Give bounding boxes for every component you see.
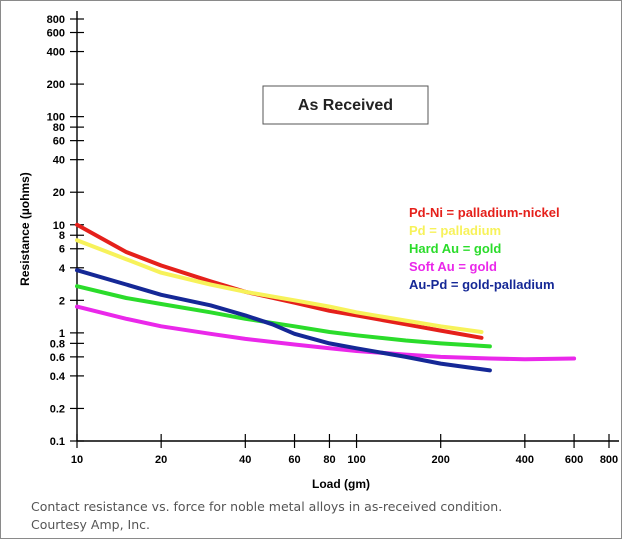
y-tick-label: 80: [53, 122, 65, 134]
y-tick-label: 4: [59, 263, 66, 275]
x-tick-label: 100: [347, 454, 365, 466]
y-axis-title: Resistance (µohms): [18, 172, 32, 286]
x-tick-label: 20: [155, 454, 167, 466]
series-line-1: [75, 222, 484, 340]
y-tick-label: 10: [53, 220, 65, 232]
annotation-box: [262, 85, 429, 125]
y-tick-label: 400: [47, 47, 65, 59]
y-tick-label: 8: [59, 230, 65, 242]
x-tick-label: 800: [600, 454, 618, 466]
y-tick-label: 0.4: [50, 371, 66, 383]
x-tick-label: 10: [71, 454, 83, 466]
y-tick-label: 60: [53, 136, 65, 148]
legend-entry-1: Pd-Ni = palladium-nickel: [409, 205, 560, 220]
annotation-layer: As Received: [262, 85, 429, 125]
y-tick-label: 20: [53, 187, 65, 199]
y-tick-label: 800: [47, 14, 65, 26]
figure-caption: Contact resistance vs. force for noble m…: [31, 498, 611, 534]
series-layer: [75, 222, 577, 373]
x-tick-label: 80: [323, 454, 335, 466]
y-tick-label: 40: [53, 155, 65, 167]
y-tick-label: 0.1: [50, 436, 65, 448]
legend-entry-5: Au-Pd = gold-palladium: [409, 277, 555, 292]
series-line-3: [75, 284, 492, 349]
annotation-label: As Received: [298, 97, 393, 114]
x-tick-label: 40: [239, 454, 251, 466]
y-tick-label: 6: [59, 244, 65, 256]
y-tick-label: 600: [47, 28, 65, 40]
legend-entry-3: Hard Au = gold: [409, 241, 501, 256]
resistance-vs-load-chart: 0.10.20.40.60.81246810204060801002004006…: [18, 11, 619, 491]
x-axis-title: Load (gm): [312, 477, 370, 491]
y-tick-label: 2: [59, 295, 65, 307]
x-tick-label: 200: [432, 454, 450, 466]
series-line-2: [75, 238, 484, 334]
y-tick-label: 200: [47, 79, 65, 91]
legend-entry-2: Pd = palladium: [409, 223, 501, 238]
caption-line-2: Courtesy Amp, Inc.: [31, 517, 150, 532]
y-tick-label: 0.8: [50, 338, 65, 350]
series-line-5: [75, 268, 492, 373]
series-line-4: [75, 304, 577, 362]
x-tick-label: 60: [288, 454, 300, 466]
legend: Pd-Ni = palladium-nickel Pd = palladium Ha…: [409, 205, 560, 292]
y-tick-label: 0.6: [50, 352, 65, 364]
x-tick-label: 400: [516, 454, 534, 466]
axes: 0.10.20.40.60.81246810204060801002004006…: [47, 11, 619, 466]
y-tick-label: 0.2: [50, 403, 65, 415]
x-tick-label: 600: [565, 454, 583, 466]
y-tick-label: 1: [59, 328, 65, 340]
y-tick-label: 100: [47, 112, 65, 124]
legend-entry-4: Soft Au = gold: [409, 259, 497, 274]
caption-line-1: Contact resistance vs. force for noble m…: [31, 499, 503, 514]
